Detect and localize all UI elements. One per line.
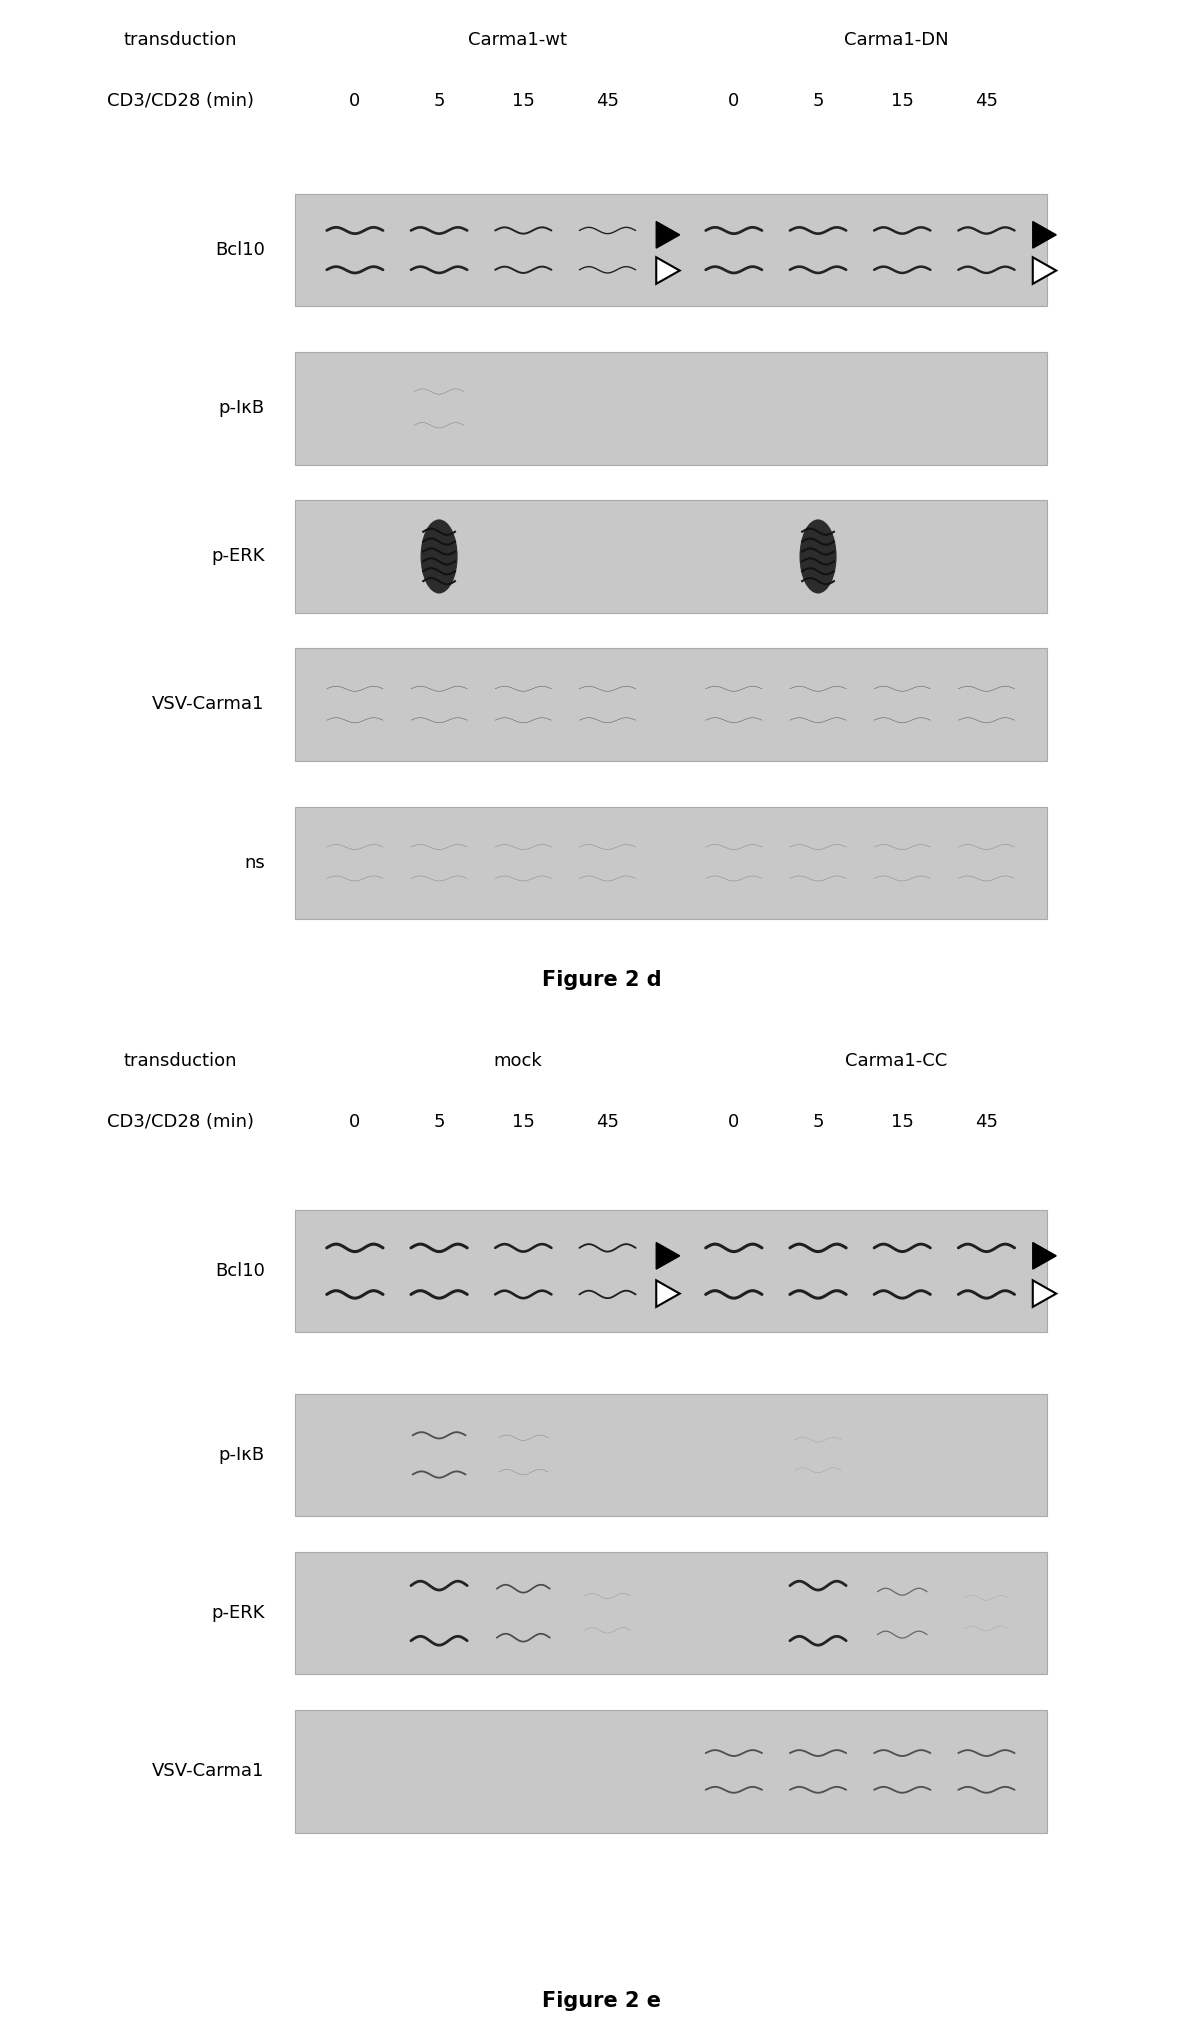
FancyBboxPatch shape bbox=[295, 1395, 1047, 1517]
Text: 15: 15 bbox=[890, 92, 914, 110]
Ellipse shape bbox=[800, 519, 836, 594]
Text: p-ERK: p-ERK bbox=[212, 547, 265, 566]
FancyBboxPatch shape bbox=[295, 194, 1047, 306]
Text: mock: mock bbox=[493, 1052, 541, 1070]
Text: 0: 0 bbox=[349, 92, 361, 110]
FancyBboxPatch shape bbox=[295, 1209, 1047, 1333]
Text: Carma1-wt: Carma1-wt bbox=[468, 31, 567, 49]
Text: 45: 45 bbox=[595, 1113, 620, 1131]
Text: Carma1-DN: Carma1-DN bbox=[845, 31, 948, 49]
Text: 0: 0 bbox=[728, 1113, 740, 1131]
Polygon shape bbox=[1032, 257, 1056, 284]
Text: 5: 5 bbox=[433, 92, 445, 110]
Text: VSV-Carma1: VSV-Carma1 bbox=[153, 1762, 265, 1781]
Text: 45: 45 bbox=[974, 1113, 998, 1131]
FancyBboxPatch shape bbox=[295, 649, 1047, 762]
FancyBboxPatch shape bbox=[295, 1711, 1047, 1834]
Text: 45: 45 bbox=[974, 92, 998, 110]
Ellipse shape bbox=[421, 519, 457, 594]
Polygon shape bbox=[657, 257, 680, 284]
FancyBboxPatch shape bbox=[295, 500, 1047, 613]
Text: 15: 15 bbox=[511, 92, 535, 110]
Polygon shape bbox=[1032, 1280, 1056, 1307]
Text: Figure 2 e: Figure 2 e bbox=[543, 1991, 660, 2011]
FancyBboxPatch shape bbox=[295, 353, 1047, 466]
Text: transduction: transduction bbox=[124, 31, 237, 49]
Text: transduction: transduction bbox=[124, 1052, 237, 1070]
FancyBboxPatch shape bbox=[295, 807, 1047, 919]
Text: 15: 15 bbox=[511, 1113, 535, 1131]
FancyBboxPatch shape bbox=[295, 1552, 1047, 1674]
Polygon shape bbox=[1032, 1242, 1056, 1270]
Text: 0: 0 bbox=[349, 1113, 361, 1131]
Text: CD3/CD28 (min): CD3/CD28 (min) bbox=[107, 1113, 254, 1131]
Polygon shape bbox=[657, 1280, 680, 1307]
Text: p-ERK: p-ERK bbox=[212, 1605, 265, 1621]
Text: ns: ns bbox=[244, 854, 265, 872]
Text: VSV-Carma1: VSV-Carma1 bbox=[153, 696, 265, 713]
Text: CD3/CD28 (min): CD3/CD28 (min) bbox=[107, 92, 254, 110]
Text: Figure 2 d: Figure 2 d bbox=[541, 970, 662, 990]
Polygon shape bbox=[657, 223, 680, 249]
Text: 15: 15 bbox=[890, 1113, 914, 1131]
Text: 45: 45 bbox=[595, 92, 620, 110]
Text: 5: 5 bbox=[433, 1113, 445, 1131]
Text: 5: 5 bbox=[812, 92, 824, 110]
Text: p-IκB: p-IκB bbox=[219, 1446, 265, 1464]
Text: Carma1-CC: Carma1-CC bbox=[846, 1052, 947, 1070]
Text: Bcl10: Bcl10 bbox=[215, 1262, 265, 1280]
Polygon shape bbox=[1032, 223, 1056, 249]
Text: 0: 0 bbox=[728, 92, 740, 110]
Text: Bcl10: Bcl10 bbox=[215, 241, 265, 259]
Text: 5: 5 bbox=[812, 1113, 824, 1131]
Text: p-IκB: p-IκB bbox=[219, 400, 265, 417]
Polygon shape bbox=[657, 1242, 680, 1270]
